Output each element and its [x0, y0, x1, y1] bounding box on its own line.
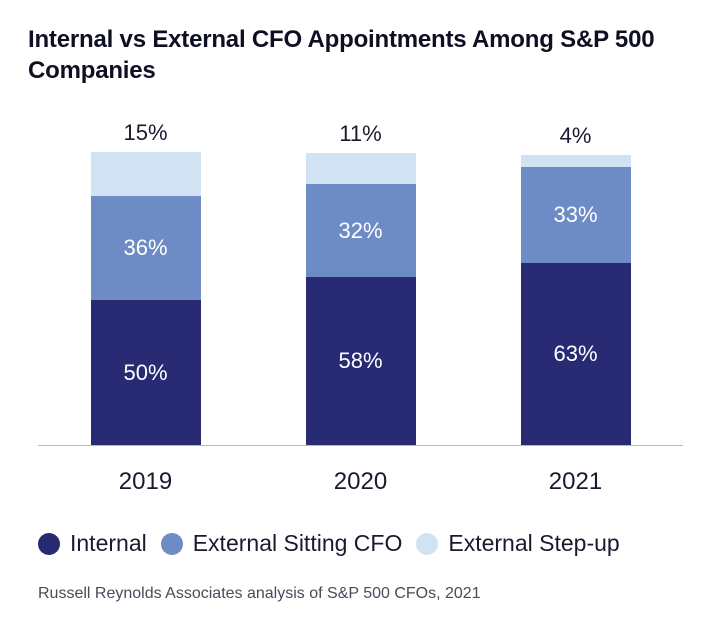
segment-external_sitting: 33%	[521, 167, 631, 263]
segment-label: 33%	[553, 202, 597, 228]
source-note: Russell Reynolds Associates analysis of …	[38, 585, 683, 603]
bar-top-label: 4%	[560, 123, 592, 149]
segment-internal: 58%	[306, 277, 416, 445]
segment-label: 58%	[338, 348, 382, 374]
chart-title: Internal vs External CFO Appointments Am…	[28, 24, 693, 86]
x-label: 2021	[501, 468, 651, 496]
segment-external_stepup	[521, 155, 631, 167]
segment-external_stepup	[306, 153, 416, 185]
bar-top-label: 15%	[123, 120, 167, 146]
legend-swatch	[161, 533, 183, 555]
segment-label: 63%	[553, 341, 597, 367]
segment-internal: 50%	[91, 300, 201, 445]
legend-item: External Step-up	[416, 530, 619, 557]
x-axis-labels: 2019 2020 2021	[38, 468, 683, 496]
segment-external_sitting: 32%	[306, 184, 416, 277]
legend-item: External Sitting CFO	[161, 530, 403, 557]
segment-label: 50%	[123, 360, 167, 386]
segment-label: 32%	[338, 218, 382, 244]
legend-label: External Sitting CFO	[193, 530, 403, 557]
legend-label: External Step-up	[448, 530, 619, 557]
segment-external_stepup	[91, 152, 201, 196]
bar-2020: 11% 32% 58%	[286, 121, 436, 446]
legend-item: Internal	[38, 530, 147, 557]
legend-label: Internal	[70, 530, 147, 557]
bar-stack: 33% 63%	[521, 155, 631, 445]
x-label: 2020	[286, 468, 436, 496]
segment-external_sitting: 36%	[91, 196, 201, 300]
legend-swatch	[416, 533, 438, 555]
bar-2021: 4% 33% 63%	[501, 123, 651, 445]
segment-label: 36%	[123, 235, 167, 261]
bar-stack: 32% 58%	[306, 153, 416, 446]
x-label: 2019	[71, 468, 221, 496]
segment-internal: 63%	[521, 263, 631, 446]
bar-2019: 15% 36% 50%	[71, 120, 221, 445]
bar-top-label: 11%	[339, 121, 381, 147]
legend: Internal External Sitting CFO External Ste…	[38, 530, 683, 557]
legend-swatch	[38, 533, 60, 555]
plot-area: 15% 36% 50% 11% 32% 58% 4% 33% 63%	[38, 116, 683, 446]
bar-stack: 36% 50%	[91, 152, 201, 445]
chart-container: Internal vs External CFO Appointments Am…	[0, 0, 721, 623]
